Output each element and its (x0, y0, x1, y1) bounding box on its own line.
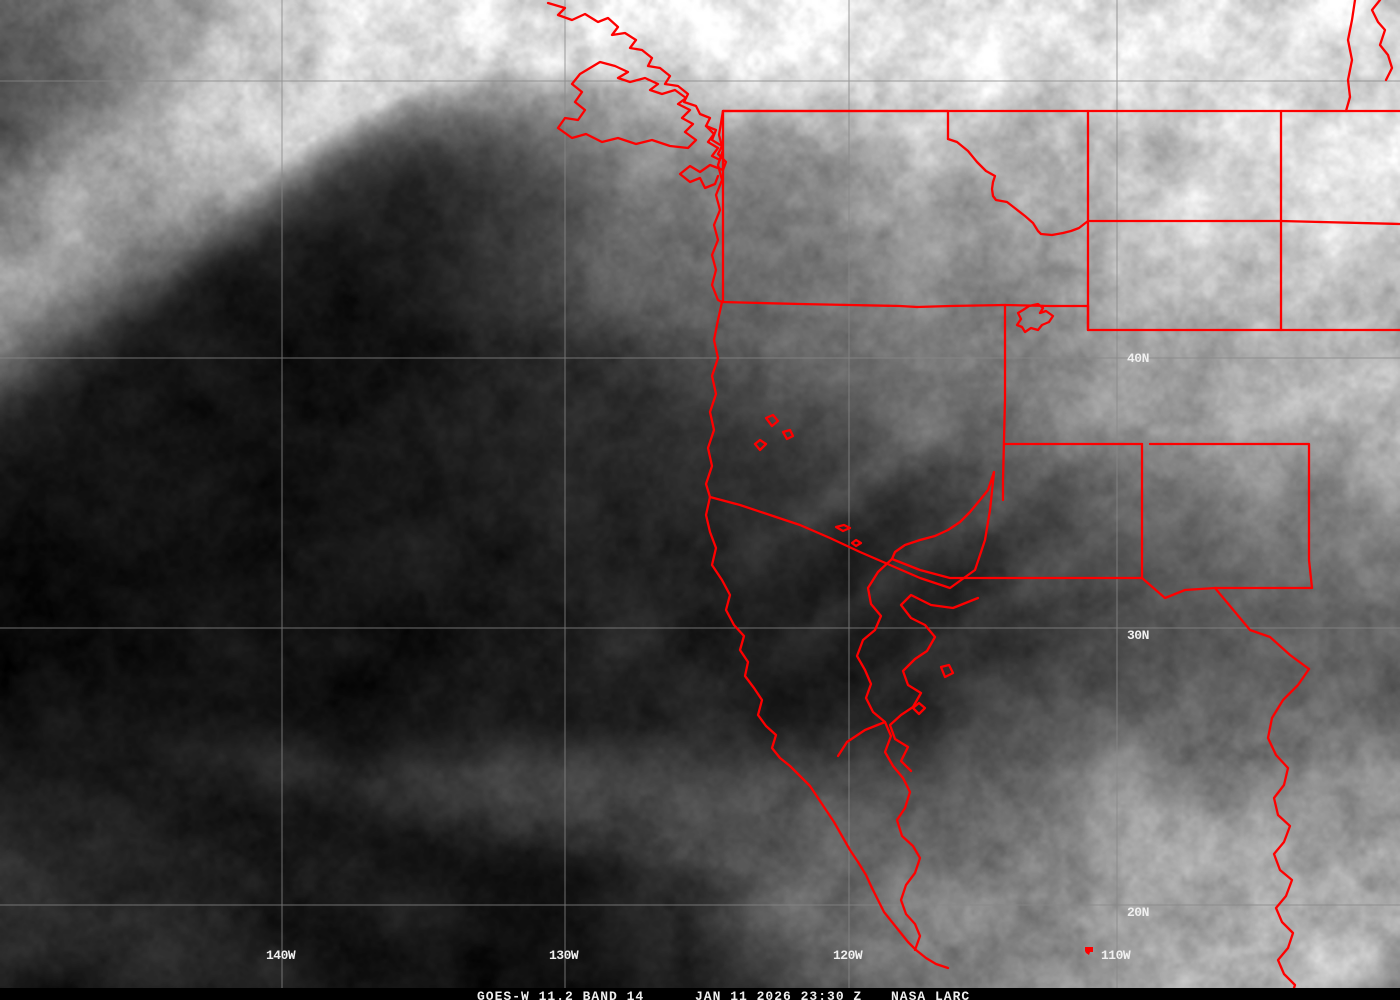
svg-text:40N: 40N (1127, 351, 1149, 366)
svg-text:140W: 140W (266, 948, 296, 963)
svg-text:120W: 120W (833, 948, 863, 963)
svg-text:20N: 20N (1127, 905, 1149, 920)
svg-text:110W: 110W (1101, 948, 1131, 963)
svg-text:130W: 130W (549, 948, 579, 963)
svg-text:30N: 30N (1127, 628, 1149, 643)
